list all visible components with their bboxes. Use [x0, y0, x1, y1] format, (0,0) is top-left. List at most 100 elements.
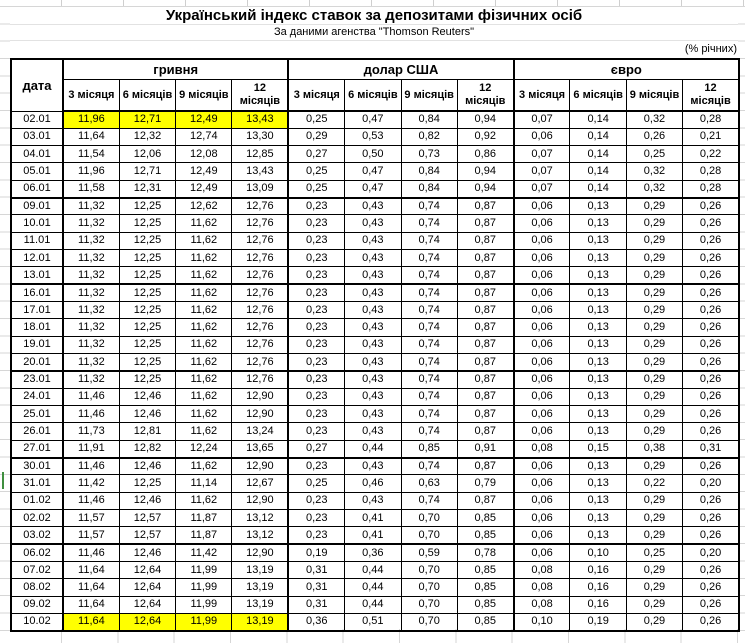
cell-eur-12m[interactable]: 0,26: [682, 578, 740, 597]
cell-eur-9m[interactable]: 0,29: [625, 301, 684, 320]
cell-eur-3m[interactable]: 0,07: [512, 145, 571, 164]
cell-usd-12m[interactable]: 0,87: [456, 197, 515, 216]
cell-usd-6m[interactable]: 0,44: [344, 561, 402, 580]
cell-usd-6m[interactable]: 0,43: [344, 301, 402, 320]
cell-eur-6m[interactable]: 0,13: [569, 474, 627, 493]
cell-usd-3m[interactable]: 0,27: [287, 439, 346, 459]
cell-uah-6m[interactable]: 12,31: [118, 179, 177, 199]
cell-eur-9m[interactable]: 0,32: [625, 110, 684, 129]
cell-uah-9m[interactable]: 11,99: [175, 578, 233, 597]
cell-uah-3m[interactable]: 11,64: [61, 561, 120, 580]
cell-date[interactable]: 04.01: [10, 145, 64, 164]
cell-eur-12m[interactable]: 0,26: [682, 231, 740, 251]
cell-eur-12m[interactable]: 0,26: [682, 526, 740, 546]
cell-uah-6m[interactable]: 12,57: [118, 526, 177, 546]
cell-uah-6m[interactable]: 12,25: [118, 474, 177, 493]
cell-uah-6m[interactable]: 12,25: [118, 318, 177, 337]
cell-uah-12m[interactable]: 12,90: [231, 405, 289, 424]
cell-usd-12m[interactable]: 0,85: [456, 509, 515, 528]
cell-eur-3m[interactable]: 0,08: [512, 578, 571, 597]
cell-usd-12m[interactable]: 0,94: [456, 110, 515, 129]
cell-usd-3m[interactable]: 0,31: [287, 595, 346, 615]
cell-date[interactable]: 05.01: [10, 162, 64, 181]
cell-eur-3m[interactable]: 0,07: [512, 162, 571, 181]
cell-uah-3m[interactable]: 11,46: [61, 543, 120, 563]
cell-uah-9m[interactable]: 11,99: [175, 595, 233, 615]
cell-eur-3m[interactable]: 0,06: [512, 335, 571, 355]
cell-usd-3m[interactable]: 0,19: [287, 543, 346, 563]
cell-usd-12m[interactable]: 0,85: [456, 578, 515, 597]
cell-usd-12m[interactable]: 0,87: [456, 491, 515, 511]
cell-usd-6m[interactable]: 0,43: [344, 266, 402, 286]
cell-usd-12m[interactable]: 0,87: [456, 249, 515, 268]
cell-usd-12m[interactable]: 0,87: [456, 335, 515, 355]
cell-uah-6m[interactable]: 12,46: [118, 543, 177, 563]
cell-usd-12m[interactable]: 0,87: [456, 405, 515, 424]
cell-uah-12m[interactable]: 12,76: [231, 231, 289, 251]
cell-uah-12m[interactable]: 13,19: [231, 561, 289, 580]
cell-uah-3m[interactable]: 11,64: [61, 595, 120, 615]
cell-eur-6m[interactable]: 0,13: [569, 249, 627, 268]
cell-uah-3m[interactable]: 11,32: [61, 197, 120, 216]
cell-usd-3m[interactable]: 0,31: [287, 561, 346, 580]
cell-eur-9m[interactable]: 0,29: [625, 318, 684, 337]
cell-uah-12m[interactable]: 12,67: [231, 474, 289, 493]
cell-uah-9m[interactable]: 11,62: [175, 231, 233, 251]
cell-usd-3m[interactable]: 0,23: [287, 422, 346, 441]
cell-uah-6m[interactable]: 12,06: [118, 145, 177, 164]
cell-usd-6m[interactable]: 0,51: [344, 613, 402, 632]
cell-usd-6m[interactable]: 0,43: [344, 387, 402, 407]
cell-uah-12m[interactable]: 13,19: [231, 578, 289, 597]
group-header-eur[interactable]: євро: [512, 58, 740, 80]
cell-usd-12m[interactable]: 0,87: [456, 301, 515, 320]
cell-eur-3m[interactable]: 0,10: [512, 613, 571, 632]
cell-uah-3m[interactable]: 11,32: [61, 353, 120, 372]
cell-uah-9m[interactable]: 11,99: [175, 613, 233, 632]
cell-uah-6m[interactable]: 12,81: [118, 422, 177, 441]
cell-usd-9m[interactable]: 0,74: [400, 231, 458, 251]
cell-eur-12m[interactable]: 0,26: [682, 318, 740, 337]
cell-eur-3m[interactable]: 0,06: [512, 197, 571, 216]
cell-date[interactable]: 23.01: [10, 370, 64, 389]
cell-uah-6m[interactable]: 12,25: [118, 301, 177, 320]
cell-usd-9m[interactable]: 0,74: [400, 249, 458, 268]
cell-usd-9m[interactable]: 0,70: [400, 613, 458, 632]
cell-uah-9m[interactable]: 11,42: [175, 543, 233, 563]
cell-usd-3m[interactable]: 0,36: [287, 613, 346, 632]
cell-uah-6m[interactable]: 12,25: [118, 353, 177, 372]
cell-eur-12m[interactable]: 0,20: [682, 543, 740, 563]
cell-usd-9m[interactable]: 0,74: [400, 283, 458, 303]
cell-eur-3m[interactable]: 0,06: [512, 249, 571, 268]
cell-eur-9m[interactable]: 0,38: [625, 439, 684, 459]
cell-eur-6m[interactable]: 0,16: [569, 578, 627, 597]
cell-usd-6m[interactable]: 0,47: [344, 162, 402, 181]
cell-date[interactable]: 11.01: [10, 231, 64, 251]
cell-eur-9m[interactable]: 0,32: [625, 179, 684, 199]
cell-usd-12m[interactable]: 0,85: [456, 526, 515, 546]
cell-eur-9m[interactable]: 0,25: [625, 145, 684, 164]
cell-eur-12m[interactable]: 0,26: [682, 561, 740, 580]
cell-uah-12m[interactable]: 13,43: [231, 162, 289, 181]
cell-eur-3m[interactable]: 0,06: [512, 318, 571, 337]
cell-date[interactable]: 27.01: [10, 439, 64, 459]
cell-eur-12m[interactable]: 0,26: [682, 283, 740, 303]
cell-eur-6m[interactable]: 0,13: [569, 335, 627, 355]
cell-usd-12m[interactable]: 0,87: [456, 457, 515, 476]
cell-eur-9m[interactable]: 0,29: [625, 578, 684, 597]
cell-usd-3m[interactable]: 0,23: [287, 197, 346, 216]
cell-eur-9m[interactable]: 0,29: [625, 387, 684, 407]
cell-uah-12m[interactable]: 13,24: [231, 422, 289, 441]
cell-eur-9m[interactable]: 0,29: [625, 197, 684, 216]
cell-uah-3m[interactable]: 11,32: [61, 249, 120, 268]
cell-date[interactable]: 17.01: [10, 301, 64, 320]
cell-date[interactable]: 09.01: [10, 197, 64, 216]
cell-usd-6m[interactable]: 0,36: [344, 543, 402, 563]
cell-date[interactable]: 31.01: [10, 474, 64, 493]
cell-usd-9m[interactable]: 0,70: [400, 509, 458, 528]
cell-uah-9m[interactable]: 12,62: [175, 197, 233, 216]
cell-usd-6m[interactable]: 0,43: [344, 318, 402, 337]
subheader-usd-9m[interactable]: 9 місяців: [400, 79, 458, 112]
group-header-usd[interactable]: долар США: [287, 58, 515, 80]
cell-uah-9m[interactable]: 11,62: [175, 422, 233, 441]
cell-eur-6m[interactable]: 0,16: [569, 561, 627, 580]
